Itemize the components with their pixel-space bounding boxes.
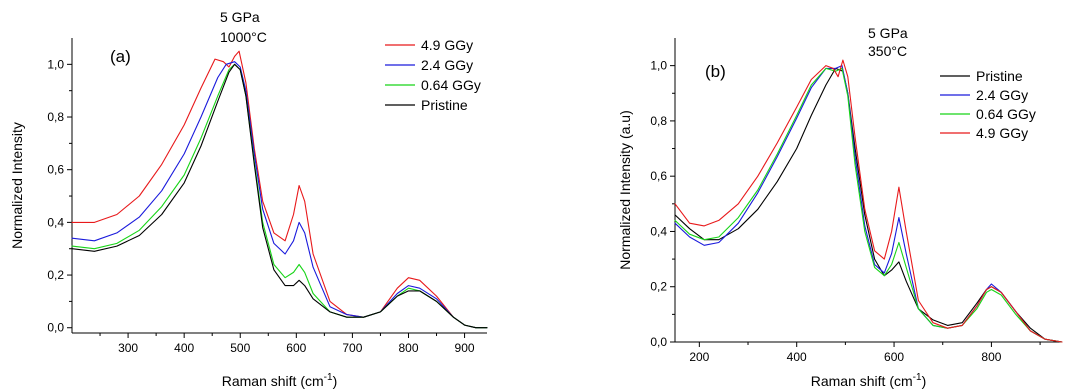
chart-b-series-line-0-64-ggy	[674, 67, 1063, 343]
chart-a-y-tick-label: 1,0	[47, 57, 64, 71]
chart-b-y-axis-title: Normalized Intensity (a.u)	[617, 110, 633, 270]
chart-a-legend-label: Pristine	[421, 97, 468, 113]
chart-b-y-tick-label: 0,6	[650, 169, 667, 183]
chart-a-x-axis-title: Raman shift (cm-1)	[222, 372, 338, 389]
chart-b-legend-label: Pristine	[976, 68, 1023, 84]
chart-b-series-line-4-9-ggy	[674, 59, 1063, 343]
chart-a-x-tick-label: 500	[230, 341, 250, 355]
chart-a-y-tick-label: 0,8	[47, 110, 64, 124]
chart-a-y-tick-label: 0,6	[47, 163, 64, 177]
chart-a-x-tick-label: 800	[398, 341, 418, 355]
chart-a-x-tick-label: 400	[174, 341, 194, 355]
chart-a-series-line-4-9-ggy	[71, 50, 488, 329]
chart-b-y-tick-label: 0,0	[650, 335, 667, 349]
chart-b-annotation: 350°C	[868, 43, 907, 59]
chart-b-x-tick-label: 800	[981, 350, 1001, 364]
chart-b-y-tick-label: 0,4	[650, 224, 667, 238]
chart-a-y-axis-title: Normalized Intensity	[9, 122, 25, 249]
chart-a-annotation: 1000°C	[220, 29, 267, 45]
chart-b-x-tick-label: 200	[689, 350, 709, 364]
chart-b-y-tick-label: 1,0	[650, 59, 667, 73]
chart-panel-a: 0,0 0,2 0,4 0,6 0,8 1,0 300 400 500 600 700 800 900 4…	[9, 9, 488, 389]
chart-a-x-tick-label: 900	[455, 341, 475, 355]
chart-b-legend-label: 0.64 GGy	[976, 106, 1036, 122]
chart-b-x-axis-title: Raman shift (cm-1)	[811, 372, 927, 389]
chart-b-legend-label: 4.9 GGy	[976, 125, 1028, 141]
chart-b-panel-label: (b)	[705, 62, 726, 81]
chart-a-y-tick-label: 0,0	[47, 321, 64, 335]
chart-a-y-tick-label: 0,4	[47, 215, 64, 229]
chart-panel-b: 0,0 0,2 0,4 0,6 0,8 1,0 200 400 600 800 Pristine 2.…	[617, 25, 1063, 389]
chart-b-series-line-2-4-ggy	[674, 65, 1063, 343]
chart-a-panel-label: (a)	[110, 47, 131, 66]
chart-a-y-tick-label: 0,2	[47, 268, 64, 282]
chart-a-x-tick-label: 600	[286, 341, 306, 355]
chart-b-y-tick-label: 0,8	[650, 114, 667, 128]
chart-b-x-tick-label: 600	[884, 350, 904, 364]
chart-b-x-tick-label: 400	[787, 350, 807, 364]
chart-a-series-line-pristine	[71, 63, 488, 329]
chart-b-annotation: 5 GPa	[868, 25, 908, 41]
chart-a-x-tick-label: 300	[118, 341, 138, 355]
chart-a-annotation: 5 GPa	[220, 9, 260, 25]
chart-a-legend-label: 2.4 GGy	[421, 57, 473, 73]
chart-a-legend-label: 4.9 GGy	[421, 37, 473, 53]
chart-a-x-tick-label: 700	[342, 341, 362, 355]
chart-a-series-line-2-4-ggy	[71, 61, 488, 329]
chart-b-legend-label: 2.4 GGy	[976, 87, 1028, 103]
chart-a-legend-label: 0.64 GGy	[421, 77, 481, 93]
chart-b-y-tick-label: 0,2	[650, 280, 667, 294]
